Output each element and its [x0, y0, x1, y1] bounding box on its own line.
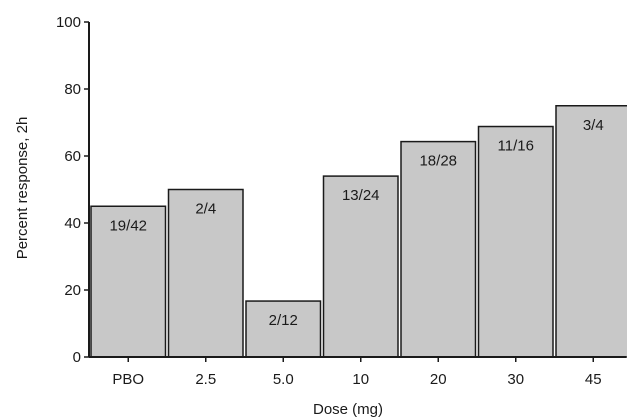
bar-value-label: 11/16 [498, 138, 534, 155]
bar-value-label: 3/4 [583, 117, 604, 134]
bar-2.5 [167, 188, 244, 358]
bars-group: 19/42 2/4 2/12 13/24 18/28 11/16 3/4 [90, 105, 627, 358]
x-axis: PBO 2.5 5.0 10 20 30 45 [89, 356, 626, 388]
bar-10 [322, 175, 399, 358]
bar-PBO [90, 205, 167, 358]
bar-20 [400, 140, 477, 358]
bar-value-label: 19/42 [109, 217, 147, 234]
x-tick-label: 45 [585, 371, 602, 388]
x-tick-label: 20 [430, 371, 447, 388]
bar-30 [477, 125, 554, 358]
y-axis: 0 20 40 60 80 100 [56, 14, 90, 366]
x-tick-label: 5.0 [273, 371, 294, 388]
x-axis-label: Dose (mg) [313, 401, 383, 418]
bar-value-label: 13/24 [342, 187, 380, 204]
x-tick-label: 10 [352, 371, 369, 388]
x-tick-label: PBO [112, 371, 144, 388]
bar-value-label: 2/12 [269, 312, 298, 329]
bar-45 [555, 105, 627, 358]
bar-value-label: 2/4 [195, 201, 216, 218]
y-axis-label: Percent response, 2h [14, 117, 31, 260]
y-tick-label: 100 [56, 14, 81, 31]
x-tick-label: 30 [507, 371, 524, 388]
y-tick-label: 40 [64, 215, 81, 232]
y-tick-label: 0 [73, 349, 81, 366]
bar-value-label: 18/28 [419, 153, 457, 170]
y-tick-label: 60 [64, 148, 81, 165]
y-tick-label: 80 [64, 81, 81, 98]
x-tick-label: 2.5 [195, 371, 216, 388]
y-tick-label: 20 [64, 282, 81, 299]
